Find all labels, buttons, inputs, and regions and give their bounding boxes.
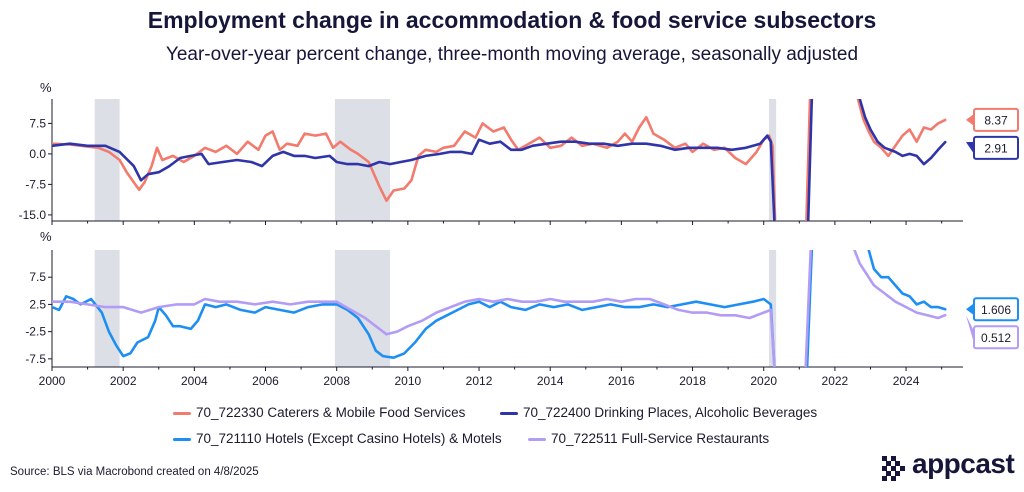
x-tick-label: 2018 xyxy=(679,374,706,388)
legend-label: 70_722330 Caterers & Mobile Food Service… xyxy=(196,405,466,420)
x-tick-label: 2024 xyxy=(893,374,920,388)
series-line xyxy=(806,99,814,221)
legend-item-drinking: 70_722400 Drinking Places, Alcoholic Bev… xyxy=(500,405,817,420)
value-callout-box xyxy=(973,325,1019,350)
chart-canvas: % 7.5 0.0 -7.5 -15.0 8.37 2.91% 7.5 2.5 -2.5 -7.5 2… xyxy=(19,80,1019,388)
series-line xyxy=(858,99,947,166)
legend-label: 70_722400 Drinking Places, Alcoholic Bev… xyxy=(523,405,818,420)
y-unit-label: % xyxy=(40,80,52,95)
legend-item-restaurants: 70_722511 Full-Service Restaurants xyxy=(528,431,769,446)
chart-title: Employment change in accommodation & foo… xyxy=(147,7,877,33)
logo-grid-icon xyxy=(882,456,906,481)
series-line xyxy=(853,250,947,320)
x-tick-label: 2016 xyxy=(608,374,635,388)
x-tick-label: 2014 xyxy=(537,374,564,388)
x-tick-label: 2010 xyxy=(395,374,422,388)
y-tick-label: 0.0 xyxy=(29,147,46,161)
value-callout-pointer xyxy=(966,315,974,344)
legend-swatch xyxy=(500,411,518,415)
y-tick-label: -2.5 xyxy=(25,325,46,339)
y-tick-label: -15.0 xyxy=(19,208,47,222)
x-tick-label: 2008 xyxy=(323,374,350,388)
recession-band xyxy=(94,99,120,221)
x-tick-label: 2020 xyxy=(750,374,777,388)
recession-band xyxy=(769,250,777,367)
y-tick-label: -7.5 xyxy=(25,352,46,366)
x-tick-label: 2022 xyxy=(822,374,849,388)
y-tick-label: -7.5 xyxy=(25,177,46,191)
legend-swatch xyxy=(173,411,191,415)
series-line xyxy=(52,297,776,367)
y-tick-label: 7.5 xyxy=(29,270,46,284)
x-tick-label: 2004 xyxy=(181,374,208,388)
logo-text: appcast xyxy=(912,448,1015,479)
recession-band xyxy=(334,99,391,221)
series-line xyxy=(804,250,812,367)
legend-label: 70_721110 Hotels (Except Casino Hotels) … xyxy=(196,431,502,446)
x-tick-label: 2000 xyxy=(39,374,66,388)
source-note: Source: BLS via Macrobond created on 4/8… xyxy=(10,466,259,478)
series-line xyxy=(52,116,777,221)
value-callout-pointer xyxy=(966,141,974,154)
series-line xyxy=(805,99,812,221)
x-tick-label: 2002 xyxy=(110,374,137,388)
x-tick-label: 2012 xyxy=(466,374,493,388)
last-value-label: 0.512 xyxy=(981,331,1011,345)
y-tick-label: 7.5 xyxy=(29,116,46,130)
legend-swatch xyxy=(528,437,546,441)
series-line xyxy=(52,134,776,221)
appcast-logo: appcast xyxy=(882,448,1015,484)
series-line xyxy=(867,250,947,311)
legend-swatch xyxy=(173,437,191,441)
last-value-label: 8.37 xyxy=(984,113,1008,127)
value-callout-pointer xyxy=(966,113,974,126)
y-unit-label: % xyxy=(40,229,52,244)
series-line xyxy=(856,99,947,158)
chart-subtitle: Year-over-year percent change, three-mon… xyxy=(165,44,859,65)
value-callout-box xyxy=(973,135,1019,160)
legend-label: 70_722511 Full-Service Restaurants xyxy=(551,431,770,446)
last-value-label: 1.606 xyxy=(981,303,1011,317)
last-value-label: 2.91 xyxy=(984,141,1008,155)
value-callout-box xyxy=(973,107,1019,132)
value-callout-pointer xyxy=(966,303,974,316)
y-tick-label: 2.5 xyxy=(29,297,46,311)
legend-item-hotels: 70_721110 Hotels (Except Casino Hotels) … xyxy=(173,431,502,446)
x-tick-label: 2006 xyxy=(252,374,279,388)
value-callout-box xyxy=(973,297,1019,322)
series-line xyxy=(52,295,776,367)
legend-item-caterers: 70_722330 Caterers & Mobile Food Service… xyxy=(173,405,465,420)
